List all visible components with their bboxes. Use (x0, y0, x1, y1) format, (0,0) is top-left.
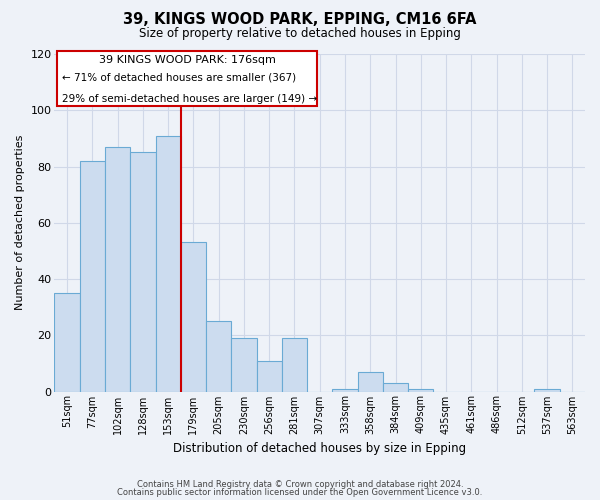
Bar (232, 338, 257, 392)
Bar (282, 338, 307, 392)
X-axis label: Distribution of detached houses by size in Epping: Distribution of detached houses by size … (173, 442, 466, 455)
Text: Contains HM Land Registry data © Crown copyright and database right 2024.: Contains HM Land Registry data © Crown c… (137, 480, 463, 489)
Y-axis label: Number of detached properties: Number of detached properties (15, 135, 25, 310)
Bar (332, 388, 358, 392)
Text: 39, KINGS WOOD PARK, EPPING, CM16 6FA: 39, KINGS WOOD PARK, EPPING, CM16 6FA (123, 12, 477, 28)
Bar (55, 293, 80, 392)
Bar (383, 383, 408, 392)
Text: 39 KINGS WOOD PARK: 176sqm: 39 KINGS WOOD PARK: 176sqm (98, 56, 275, 66)
Bar (181, 242, 206, 392)
Bar (155, 136, 181, 392)
Bar (358, 372, 383, 392)
Bar (130, 152, 155, 392)
Bar (206, 321, 232, 392)
Text: Contains public sector information licensed under the Open Government Licence v3: Contains public sector information licen… (118, 488, 482, 497)
Text: ← 71% of detached houses are smaller (367): ← 71% of detached houses are smaller (36… (62, 72, 296, 82)
Bar (80, 161, 105, 392)
Bar (535, 388, 560, 392)
Text: Size of property relative to detached houses in Epping: Size of property relative to detached ho… (139, 28, 461, 40)
Bar (105, 147, 130, 392)
FancyBboxPatch shape (57, 51, 317, 106)
Text: 29% of semi-detached houses are larger (149) →: 29% of semi-detached houses are larger (… (62, 94, 317, 104)
Bar (408, 388, 433, 392)
Bar (257, 360, 282, 392)
